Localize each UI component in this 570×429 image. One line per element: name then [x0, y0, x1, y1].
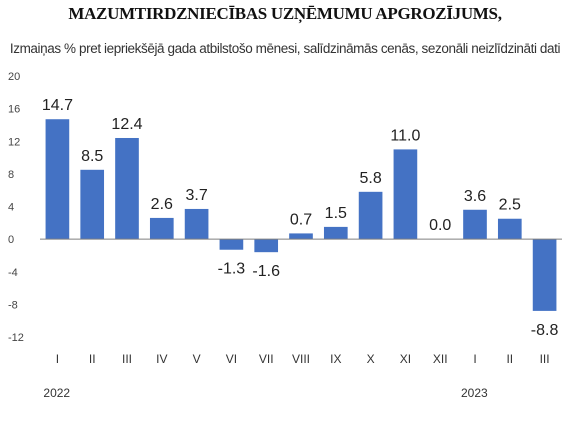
- value-labels: 14.7 8.5 12.4 2.6 3.7 -1.3 -1.6 0.7 1.5 5.8 11.0 0.…: [42, 97, 559, 339]
- data-label: -8.8: [531, 322, 559, 339]
- x-tick-label: IX: [330, 352, 341, 366]
- bar: [289, 233, 313, 240]
- data-label: 11.0: [390, 127, 420, 144]
- data-label: 1.5: [325, 205, 347, 222]
- data-label: 2.6: [151, 196, 173, 213]
- y-tick-label: 0: [8, 234, 14, 246]
- bar: [115, 137, 139, 240]
- x-tick-label: II: [506, 352, 513, 366]
- data-label: 3.7: [185, 187, 207, 204]
- data-label: 3.6: [464, 188, 486, 205]
- bar: [254, 239, 279, 253]
- bar: [149, 217, 174, 240]
- bar: [532, 239, 557, 311]
- x-tick-label: VIII: [292, 352, 310, 366]
- data-label: 2.5: [499, 197, 521, 214]
- data-label: 8.5: [81, 148, 103, 165]
- data-label: 0.7: [290, 211, 312, 228]
- bar: [463, 209, 487, 240]
- year-labels: 2022 2023: [43, 386, 488, 400]
- data-label: -1.6: [252, 263, 280, 280]
- year-label: 2022: [43, 386, 70, 400]
- x-tick-label: I: [473, 352, 476, 366]
- y-tick-label: 4: [8, 202, 14, 214]
- x-tick-label: X: [367, 352, 375, 366]
- y-tick-label: 16: [8, 104, 20, 116]
- bar: [393, 149, 418, 240]
- x-tick-label: I: [56, 352, 59, 366]
- data-label: -1.3: [218, 261, 246, 278]
- bar: [184, 208, 209, 240]
- y-tick-label: 8: [8, 169, 14, 181]
- x-tick-label: XII: [433, 352, 448, 366]
- data-label: 0.0: [429, 217, 451, 234]
- chart-subtitle: Izmaiņas % pret iepriekšējā gada atbilst…: [9, 41, 561, 56]
- x-tick-label: III: [122, 352, 132, 366]
- y-tick-label: -4: [8, 267, 18, 279]
- chart-title: MAZUMTIRDZNIECĪBAS UZŅĒMUMU APGROZĪJUMS,: [68, 4, 502, 23]
- data-label: 14.7: [42, 97, 73, 114]
- y-axis-ticks: 20 16 12 8 4 0 -4 -8 -12: [8, 71, 24, 344]
- y-tick-label: 12: [8, 136, 20, 148]
- data-label: 12.4: [111, 116, 142, 133]
- category-labels: I II III IV V VI VII VIII IX X XI XII I II III: [56, 352, 550, 366]
- bars: [45, 119, 557, 311]
- bar: [358, 191, 383, 240]
- x-tick-label: II: [89, 352, 96, 366]
- y-tick-label: -8: [8, 299, 18, 311]
- y-tick-label: 20: [8, 71, 20, 83]
- x-tick-label: XI: [400, 352, 411, 366]
- x-tick-label: VI: [226, 352, 237, 366]
- bar: [219, 239, 244, 250]
- bar: [45, 119, 70, 240]
- bar: [497, 218, 522, 240]
- y-tick-label: -12: [8, 332, 24, 344]
- bar: [323, 226, 348, 240]
- x-tick-label: III: [540, 352, 550, 366]
- data-label: 5.8: [359, 170, 381, 187]
- bar: [80, 169, 105, 240]
- x-tick-label: V: [193, 352, 201, 366]
- x-tick-label: IV: [156, 352, 167, 366]
- x-tick-label: VII: [259, 352, 274, 366]
- year-label: 2023: [461, 386, 488, 400]
